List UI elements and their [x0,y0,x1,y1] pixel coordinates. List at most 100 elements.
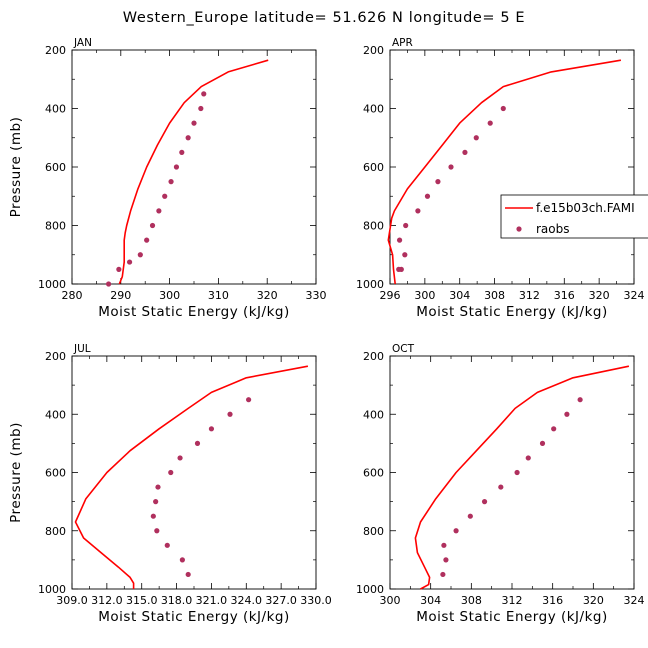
panels: 280 290 300 310 320 330 200 400 600 800 1000 JAN Moi… [8,37,645,625]
obs-point [185,135,191,141]
y-tick-label: 400 [363,103,384,116]
panel-jan: 280 290 300 310 320 330 200 400 600 800 1000 JAN Moi… [8,37,327,320]
obs-point [462,149,468,155]
obs-point [443,557,449,563]
y-tick-label: 400 [363,408,384,421]
obs-point [116,266,122,272]
obs-point [177,455,183,461]
obs-point [448,164,454,170]
obs-point [500,105,506,112]
x-tick-label: 310 [208,289,229,302]
obs-point [156,208,162,214]
x-tick-label: 304 [420,594,441,607]
panel-label: OCT [392,343,415,355]
obs-point [179,149,185,155]
x-tick-label: 309.0 [56,594,88,607]
obs-point [525,455,531,461]
plot-frame [71,355,317,590]
model-line-oct [414,365,630,590]
panel-label: APR [392,37,413,49]
obs-point [194,440,201,446]
x-tick-label: 296 [380,289,401,302]
x-tick-label: 300 [414,289,435,302]
obs-point [185,571,191,578]
x-tick-label: 280 [62,289,83,302]
y-tick-label: 400 [45,408,66,421]
obs-point [149,222,156,229]
y-tick-label: 600 [363,161,384,174]
obs-point [106,281,112,287]
plot-frame [71,49,317,285]
legend-box [500,194,648,239]
plot-frame [389,355,635,590]
obs-point [473,135,479,141]
x-tick-label: 320 [257,289,278,302]
y-tick-label: 200 [45,44,66,57]
obs-point [415,208,421,214]
obs-point [168,179,174,185]
y-tick-label: 200 [45,350,66,363]
y-axis-label: Pressure (mb) [8,422,24,523]
y-axis-label: Pressure (mb) [8,117,24,218]
panel-jul: 309.0 312.0 315.0 318.0 321.0 324.0 327.0 330.0… [8,343,332,625]
obs-point [487,120,493,126]
model-line-apr [387,59,622,285]
obs-point [539,440,546,446]
obs-point [191,120,197,126]
obs-point [396,237,403,243]
x-tick-label: 304 [449,289,470,302]
x-tick-label: 330 [306,289,327,302]
x-tick-label: 316 [542,594,563,607]
x-tick-label: 290 [110,289,131,302]
legend: f.e15b03ch.FAMI raobs [500,194,648,239]
y-tick-label: 200 [363,44,384,57]
obs-point [396,266,402,272]
plot-frame [389,49,635,285]
x-tick-label: 327.0 [265,594,297,607]
x-tick-label: 316 [554,289,575,302]
obs-point [246,397,252,403]
y-tick-label: 600 [363,467,384,480]
figure-title: Western_Europe latitude= 51.626 N longit… [123,10,525,26]
x-axis-label: Moist Static Energy (kJ/kg) [98,304,290,320]
x-tick-label: 318.0 [161,594,193,607]
y-tick-label: 1000 [356,583,384,596]
x-tick-label: 324 [624,289,645,302]
x-axis-label: Moist Static Energy (kJ/kg) [416,609,608,625]
obs-point [173,164,180,170]
obs-point [208,426,215,432]
obs-point [198,105,204,112]
legend-obs-swatch [516,226,522,232]
x-tick-label: 324.0 [231,594,263,607]
obs-point [150,513,156,519]
y-tick-label: 400 [45,103,66,116]
y-tick-label: 1000 [38,583,66,596]
obs-point [201,91,207,97]
obs-point [440,571,446,578]
y-tick-label: 600 [45,467,66,480]
obs-point [168,469,174,476]
x-tick-label: 300 [159,289,180,302]
model-line-jul [74,365,309,589]
obs-point [453,528,459,534]
y-tick-label: 1000 [356,278,384,291]
obs-point [564,411,570,417]
x-tick-label: 320 [589,289,610,302]
obs-point [164,542,170,548]
obs-point [155,484,161,490]
obs-point [227,411,233,417]
legend-obs-label: raobs [536,222,570,236]
obs-point [402,252,408,258]
obs-point [481,499,488,505]
panel-label: JUL [73,343,91,355]
obs-point [514,469,520,476]
x-tick-label: 300 [380,594,401,607]
x-tick-label: 330.0 [300,594,332,607]
x-axis-label: Moist Static Energy (kJ/kg) [416,304,608,320]
obs-point [403,222,409,229]
panel-apr: 296 300 304 308 312 316 320 324 200 400 600 800 1000… [356,37,645,320]
x-tick-label: 321.0 [196,594,228,607]
obs-point [467,513,473,519]
y-tick-label: 600 [45,161,66,174]
